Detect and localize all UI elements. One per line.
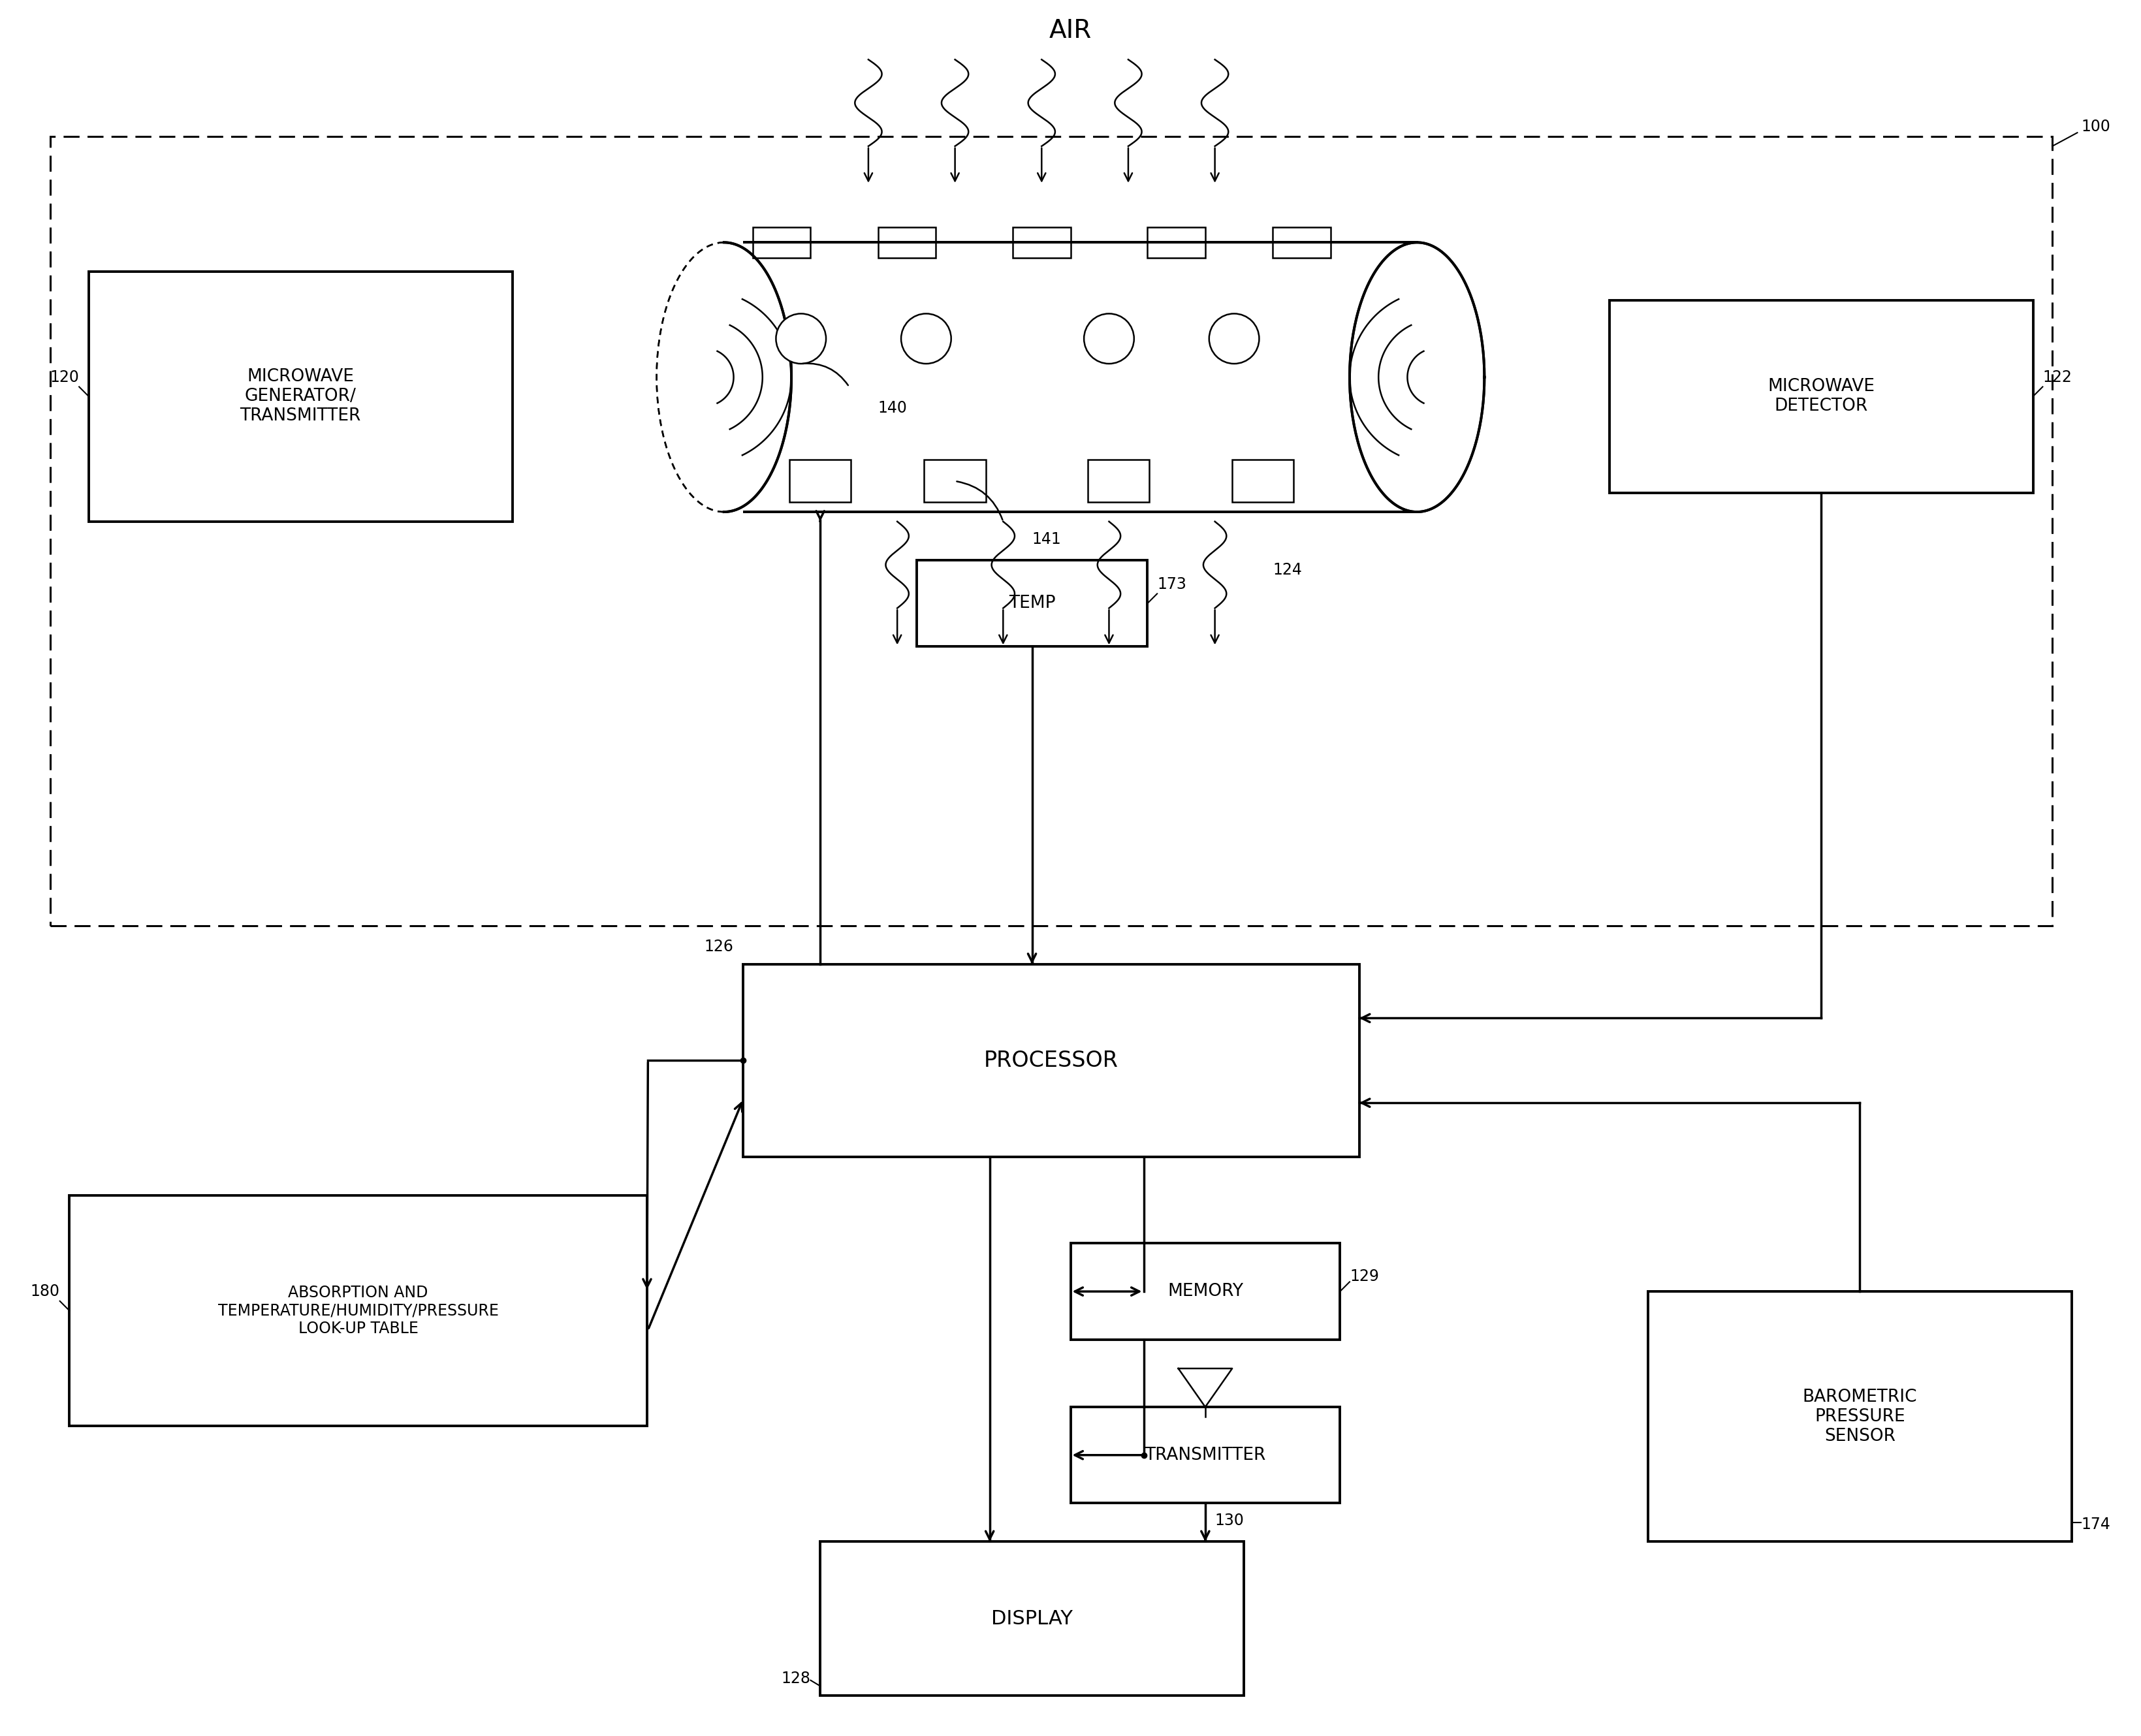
Text: 122: 122 [2043,370,2072,385]
Text: DISPLAY: DISPLAY [991,1609,1073,1628]
Bar [754,227,811,259]
Bar [878,227,936,259]
Text: ABSORPTION AND
TEMPERATURE/HUMIDITY/PRESSURE
LOOK-UP TABLE: ABSORPTION AND TEMPERATURE/HUMIDITY/PRES… [218,1285,499,1337]
Text: 128: 128 [781,1670,811,1686]
Bar [1148,227,1205,259]
Text: 174: 174 [2081,1517,2111,1533]
Bar [925,460,985,502]
Bar [49,137,2053,925]
Bar [820,1542,1244,1696]
Text: 100: 100 [2081,120,2111,135]
Circle shape [1210,314,1259,363]
Bar [69,1194,647,1427]
Bar [1649,1292,2072,1542]
Text: 126: 126 [704,939,734,955]
Text: 124: 124 [1272,562,1302,578]
Text: TEMP: TEMP [1008,595,1056,611]
Bar [1013,227,1070,259]
Text: 140: 140 [878,401,908,417]
Bar [1088,460,1150,502]
Circle shape [901,314,951,363]
Bar [743,963,1360,1156]
Bar [1070,1406,1340,1503]
Text: 129: 129 [1349,1269,1379,1285]
Text: PROCESSOR: PROCESSOR [985,1050,1118,1071]
Circle shape [1083,314,1135,363]
Bar [88,271,512,521]
Bar [1610,300,2034,493]
Bar [916,561,1148,646]
Text: MICROWAVE
DETECTOR: MICROWAVE DETECTOR [1768,378,1876,415]
Bar [1233,460,1293,502]
Text: BAROMETRIC
PRESSURE
SENSOR: BAROMETRIC PRESSURE SENSOR [1803,1389,1916,1444]
Bar [1070,1243,1340,1340]
Circle shape [775,314,826,363]
Polygon shape [724,243,1484,512]
Text: TRANSMITTER: TRANSMITTER [1145,1446,1265,1463]
Text: 120: 120 [49,370,79,385]
Text: 173: 173 [1156,576,1186,592]
Polygon shape [1178,1368,1233,1406]
Text: MICROWAVE
GENERATOR/
TRANSMITTER: MICROWAVE GENERATOR/ TRANSMITTER [240,368,362,425]
Text: 180: 180 [30,1283,60,1299]
Text: MEMORY: MEMORY [1167,1283,1244,1300]
Bar [1272,227,1330,259]
Bar [790,460,850,502]
Text: 130: 130 [1214,1512,1244,1528]
Text: 141: 141 [1032,531,1062,547]
Text: AIR: AIR [1049,19,1092,43]
